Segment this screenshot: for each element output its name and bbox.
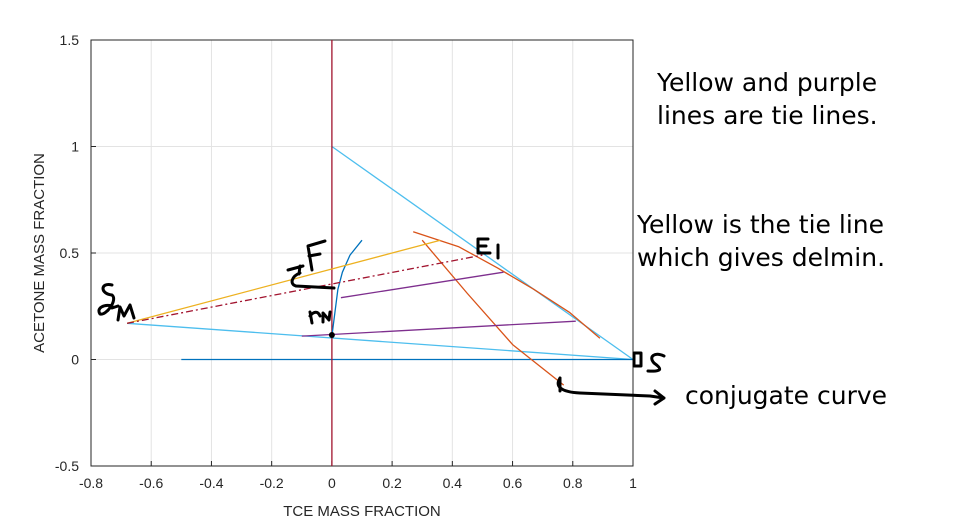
points-group [328, 332, 335, 339]
series-triangle-lower [127, 322, 634, 361]
x-tick-label: 0.6 [503, 475, 523, 491]
handwritten-s-mark [632, 351, 666, 373]
handwritten-f-mark [286, 239, 336, 290]
x-tick-group: -0.8 -0.6 -0.4 -0.2 0 0.2 0.4 0.6 0.8 1 [79, 461, 637, 491]
x-tick-label: -0.8 [79, 475, 103, 491]
x-tick-label: -0.2 [260, 475, 284, 491]
handwritten-m-mark [97, 283, 136, 322]
series-tie-line-purple-1 [340, 271, 504, 299]
point-point-rn [328, 332, 335, 339]
handwritten-e1-mark [476, 237, 500, 260]
x-tick-label: 0.2 [382, 475, 402, 491]
x-tick-label: -0.4 [199, 475, 223, 491]
handwriting [97, 237, 666, 406]
y-tick-group: -0.5 0 0.5 1 1.5 [55, 32, 96, 474]
x-tick-label: 0.4 [443, 475, 463, 491]
series-conjugate-curve [421, 239, 565, 386]
conjugate-arrow [556, 376, 666, 406]
x-tick-label: 0 [328, 475, 336, 491]
y-tick-label: 1.5 [60, 32, 80, 48]
y-tick-label: 1 [71, 139, 79, 155]
handwritten-rn-mark [308, 310, 332, 325]
y-tick-label: 0 [71, 352, 79, 368]
conjugate-curve-label: conjugate curve [685, 381, 888, 410]
series-tie-line-purple-2 [301, 320, 576, 337]
y-axis-label: ACETONE MASS FRACTION [31, 153, 48, 353]
y-tick-label: -0.5 [55, 458, 79, 474]
series-tie-line-yellow-delmin [126, 239, 441, 324]
series-operating-line [126, 254, 483, 324]
x-tick-label: -0.6 [139, 475, 163, 491]
x-axis-label: TCE MASS FRACTION [283, 503, 441, 520]
delmin-note: Yellow is the tie line which gives delmi… [637, 210, 886, 272]
series-group [126, 40, 634, 466]
series-raffinate-curve [331, 239, 363, 337]
series-extract-curve [412, 231, 601, 339]
tie-lines-note: Yellow and purple lines are tie lines. [657, 68, 878, 130]
y-tick-label: 0.5 [60, 245, 80, 261]
x-tick-label: 0.8 [563, 475, 583, 491]
x-tick-label: 1 [629, 475, 637, 491]
grid-lines [90, 39, 634, 467]
